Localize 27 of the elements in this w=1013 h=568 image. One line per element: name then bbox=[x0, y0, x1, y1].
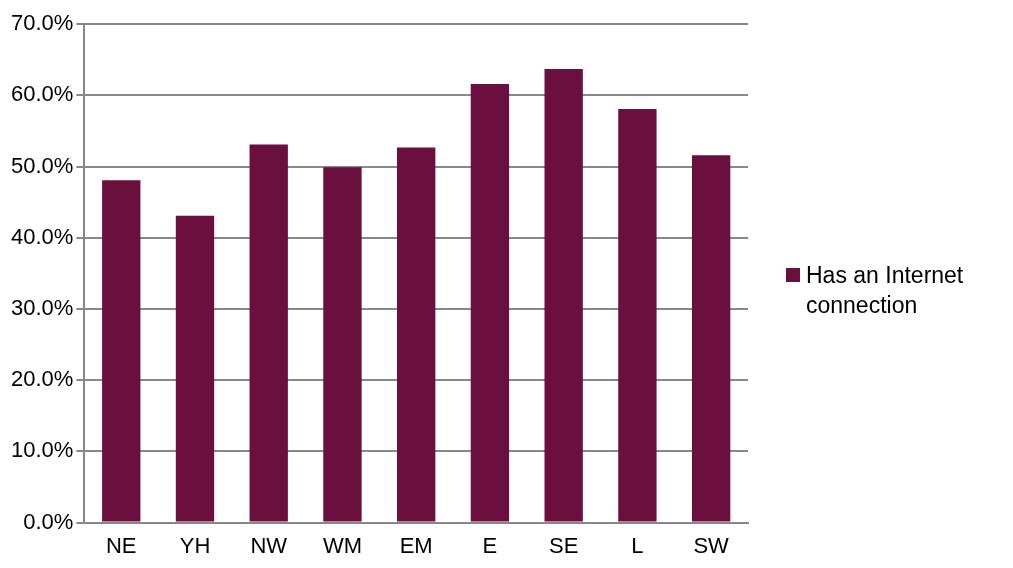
x-tick-label: E bbox=[482, 532, 498, 558]
x-tick-label: YH bbox=[179, 532, 211, 558]
x-tick-label: NE bbox=[105, 532, 137, 558]
x-tick-label: L bbox=[631, 532, 644, 558]
x-tick-label: SW bbox=[693, 532, 730, 558]
bar bbox=[323, 167, 362, 522]
y-tick-label: 10.0% bbox=[10, 437, 74, 463]
bar bbox=[249, 144, 288, 522]
y-tick-label: 70.0% bbox=[10, 10, 74, 36]
y-tick-label: 20.0% bbox=[10, 366, 74, 392]
x-tick-label: NW bbox=[250, 532, 288, 558]
x-tick-label: WM bbox=[322, 532, 362, 558]
y-tick-label: 50.0% bbox=[10, 152, 74, 178]
x-tick-label: SE bbox=[548, 532, 579, 558]
y-tick-label: 40.0% bbox=[10, 223, 74, 249]
y-tick-label: 60.0% bbox=[10, 81, 74, 107]
bar bbox=[544, 69, 583, 522]
y-tick-label: 0.0% bbox=[23, 508, 74, 534]
x-tick-label: EM bbox=[399, 532, 433, 558]
bar bbox=[691, 155, 731, 522]
y-tick-label: 30.0% bbox=[10, 295, 74, 321]
legend-label: Has an Internet connection bbox=[806, 261, 965, 320]
bar bbox=[470, 84, 510, 522]
bar bbox=[102, 180, 141, 522]
bar bbox=[397, 147, 436, 522]
bar bbox=[618, 108, 657, 522]
bar bbox=[175, 215, 215, 522]
